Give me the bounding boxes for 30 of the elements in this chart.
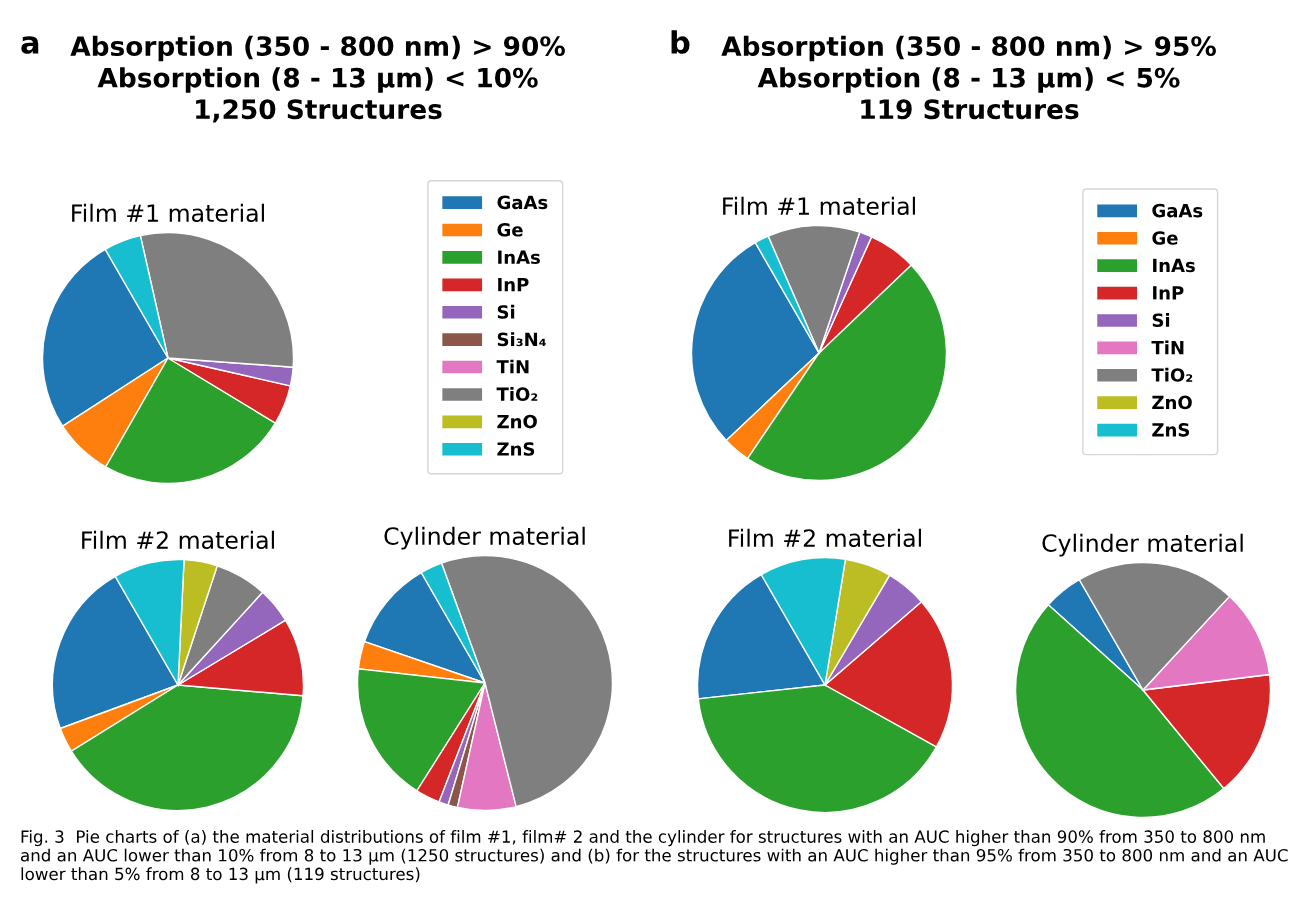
text: Film #1 material: [72, 203, 264, 222]
legend-label: GaAs: [497, 195, 548, 210]
chart-title: Film #1 material: [723, 196, 915, 215]
text: Absorption (350 - 800 nm) > 95% Absorption (8 - 13 µm) < 5% 119 Structures: [721, 35, 1216, 120]
legend-label: TiO₂: [496, 387, 538, 402]
legend-label: TiN: [1151, 340, 1184, 355]
legend-label: InAs: [1153, 258, 1195, 273]
legend-label: GaAs: [1152, 203, 1203, 218]
chart-title: Film #2 material: [729, 528, 921, 547]
legend-label: TiN: [496, 359, 529, 374]
legend-label: ZnO: [497, 414, 537, 429]
chart-title: Cylinder material: [384, 526, 585, 550]
legend-label: Si: [497, 304, 515, 319]
legend-label: Si: [1152, 313, 1170, 328]
legend-label: TiO₂: [1151, 367, 1193, 382]
chart-title: Cylinder material: [1042, 533, 1243, 557]
legend-label: InP: [1153, 286, 1184, 300]
legend-label: InAs: [498, 250, 540, 265]
text: a: [21, 36, 39, 54]
text: b: [671, 30, 690, 54]
legend-label: Si₃N₄: [497, 332, 546, 347]
legend-label: Ge: [497, 222, 523, 237]
legend-label: ZnS: [1152, 423, 1190, 437]
legend-label: Ge: [1152, 231, 1178, 245]
caption: Fig. 3 Pie charts of (a) the material distributions of film #1, film# 2 and the cylinder for structures with an AUC higher than 90% from 350 to 800 nm and an AUC lower than 10% from 8 to 13 µm (1250 structures) and (b) for the structures with an AUC higher than 95% from 350 to 800 nm and an AUC lower than 5% from 8 to 13 µm (119 structures): [21, 830, 1288, 884]
text: Absorption (350 - 800 nm) > 90% Absorption (8 - 13 µm) < 10% 1,250 Structures: [70, 35, 565, 123]
chart-title: Film #2 material: [82, 530, 274, 549]
legend-label: InP: [498, 277, 529, 292]
legend-label: ZnS: [497, 442, 535, 456]
legend-label: ZnO: [1152, 395, 1192, 410]
